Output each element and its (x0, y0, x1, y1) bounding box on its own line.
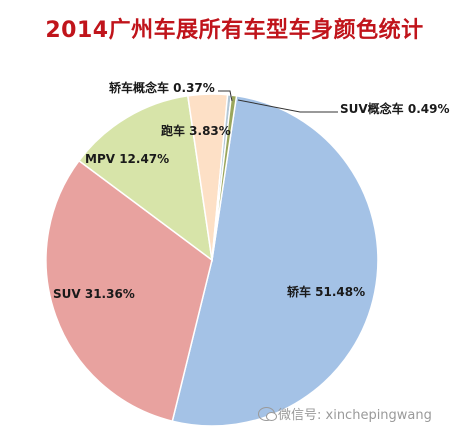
pie-slice-SUV (45, 159, 213, 423)
leader-line-轿车概念车 (218, 90, 233, 102)
watermark: 微信号: xinchepingwang (258, 404, 432, 423)
slice-label-跑车: 跑车 3.83% (161, 123, 231, 138)
slice-label-轿车概念车: 轿车概念车 0.37% (109, 80, 215, 95)
slice-label-MPV: MPV 12.47% (85, 152, 169, 166)
pie-slice-MPV (77, 94, 214, 262)
pie-slice-SUV概念车 (211, 94, 238, 261)
slice-label-SUV: SUV 31.36% (53, 287, 135, 301)
slice-label-轿车: 轿车 51.48% (287, 284, 365, 299)
wechat-icon (258, 407, 277, 421)
chart-title: 2014广州车展所有车型车身颜色统计 (45, 18, 424, 43)
slice-label-SUV概念车: SUV概念车 0.49% (340, 101, 449, 116)
watermark-text: 微信号: xinchepingwang (278, 408, 432, 423)
pie-slice-轿车 (171, 94, 379, 427)
leader-line-SUV概念车 (237, 99, 338, 113)
